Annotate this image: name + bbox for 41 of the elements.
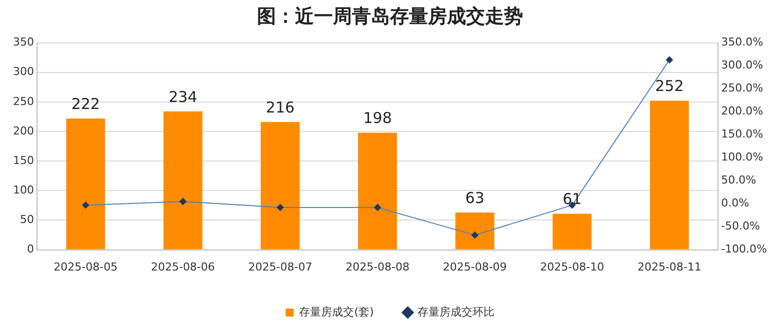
y-tick-label: 350 — [12, 36, 34, 49]
data-label: 252 — [655, 77, 684, 96]
data-label: 63 — [465, 188, 484, 207]
y2-tick-label: 300.0% — [721, 58, 764, 72]
bar — [358, 132, 397, 250]
x-tick-label: 2025-08-10 — [540, 260, 604, 274]
x-tick-label: 2025-08-09 — [442, 260, 507, 274]
y2-tick-label: 0.0% — [721, 196, 750, 210]
bar — [552, 214, 592, 250]
y-tick-label: 250 — [12, 94, 34, 108]
x-tick-label: 2025-08-06 — [150, 260, 215, 274]
bar — [455, 212, 494, 250]
y2-tick-label: 100.0% — [721, 150, 764, 164]
y-tick-label: 150 — [12, 154, 34, 167]
x-tick-label: 2025-08-08 — [346, 260, 410, 274]
y2-tick-label: 50.0% — [721, 174, 756, 187]
y-tick-label: 200 — [12, 124, 34, 138]
y2-tick-label: -100.0% — [721, 242, 768, 256]
data-label: 234 — [168, 88, 198, 106]
data-label: 216 — [266, 98, 295, 116]
bar — [66, 118, 106, 250]
x-tick-label: 2025-08-11 — [637, 260, 702, 274]
chart-title: 图：近一周青岛存量房成交走势 — [257, 5, 523, 28]
y2-tick-label: 150.0% — [721, 128, 764, 141]
y2-tick-label: 250.0% — [721, 82, 764, 95]
x-tick-label: 2025-08-05 — [54, 260, 118, 274]
y2-tick-label: 350.0% — [721, 36, 764, 49]
bar — [163, 111, 202, 250]
data-label: 222 — [71, 94, 100, 113]
data-label: 198 — [363, 109, 392, 128]
legend-label: 存量房成交(套) — [299, 305, 374, 318]
y2-tick-label: -50.0% — [721, 220, 760, 233]
y-tick-label: 100 — [12, 184, 34, 197]
x-tick-label: 2025-08-07 — [248, 260, 312, 274]
legend-label: 存量房成交环比 — [417, 305, 494, 318]
y-tick-label: 50 — [20, 213, 34, 226]
bar — [260, 122, 300, 250]
bar — [650, 100, 689, 250]
y-tick-label: 0 — [26, 242, 34, 256]
y2-tick-label: 200.0% — [721, 104, 764, 118]
y-tick-label: 300 — [12, 65, 34, 78]
